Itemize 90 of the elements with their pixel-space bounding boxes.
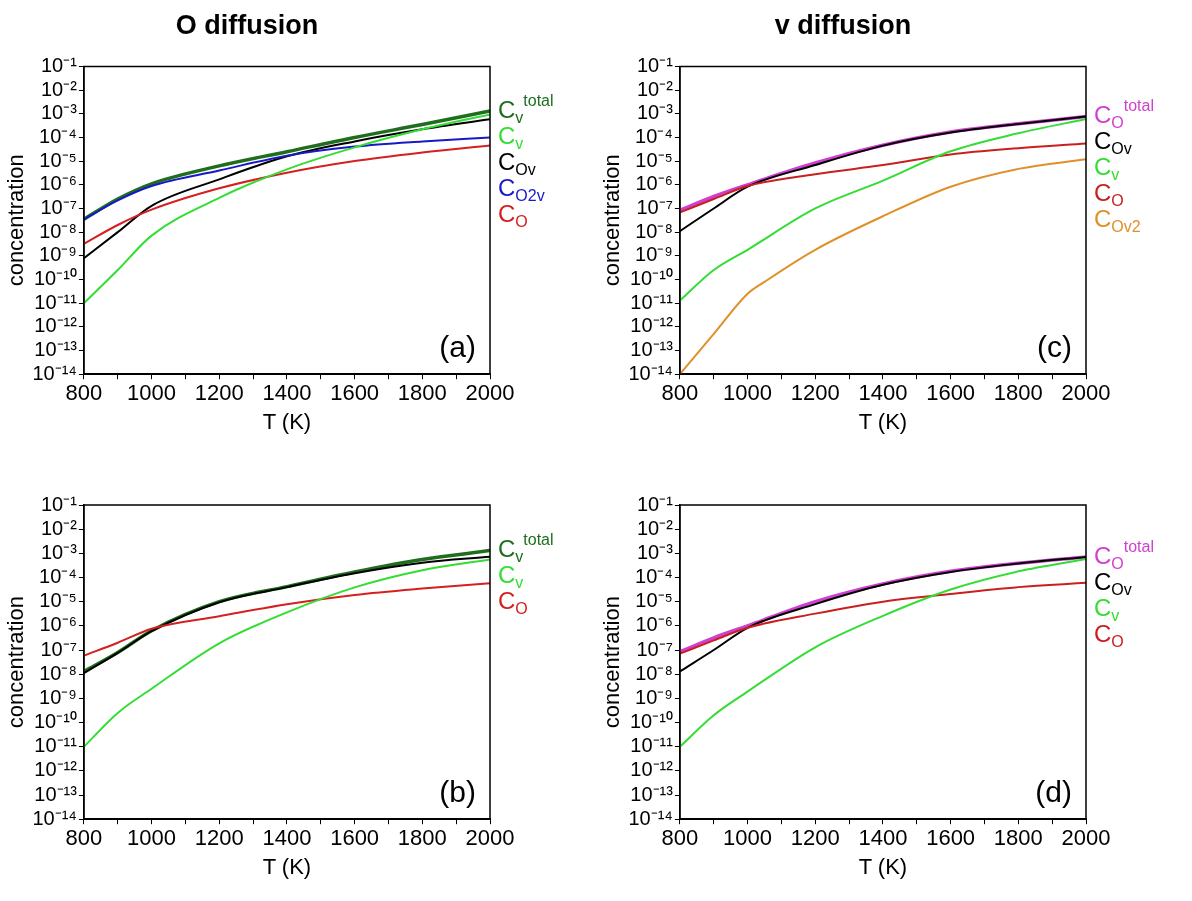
y-tick-label: 10⁻⁶	[39, 613, 77, 636]
y-tick-label: 10⁻³	[40, 101, 78, 124]
y-tick-label: 10⁻¹³	[630, 782, 674, 805]
y-tick-label: 10⁻⁴	[635, 124, 673, 147]
y-tick-label: 10⁻¹¹	[34, 290, 78, 313]
x-tick-label: 2000	[465, 380, 515, 406]
y-tick-label: 10⁻⁸	[39, 661, 77, 684]
x-tick-label: 1600	[926, 380, 976, 406]
y-tick-label: 10⁻⁸	[39, 219, 77, 242]
x-axis-title: T (K)	[858, 408, 908, 434]
y-tick-label: 10⁻³	[40, 540, 78, 563]
x-tick-label: 1800	[993, 380, 1043, 406]
y-tick-label: 10⁻⁴	[39, 565, 77, 588]
x-tick-label: 1000	[723, 825, 773, 851]
y-tick-label: 10⁻¹²	[34, 314, 78, 337]
x-tick-label: 1000	[723, 380, 773, 406]
y-tick-label: 10⁻³	[636, 540, 674, 563]
y-axis-title: concentration	[3, 596, 29, 729]
y-tick-label: 10⁻¹⁰	[33, 267, 77, 290]
x-tick-label: 1400	[858, 380, 908, 406]
y-tick-label: 10⁻⁵	[635, 148, 673, 171]
x-tick-label: 1200	[790, 380, 840, 406]
y-axis-title: concentration	[599, 596, 625, 729]
x-tick-label: 2000	[465, 825, 515, 851]
x-tick-label: 1400	[262, 825, 312, 851]
annotation: (a)	[439, 330, 476, 364]
y-tick-label: 10⁻⁶	[635, 613, 673, 636]
y-tick-label: 10⁻⁸	[635, 219, 673, 242]
y-tick-label: 10⁻¹²	[630, 314, 674, 337]
x-tick-label: 1800	[397, 825, 447, 851]
x-axis-title: T (K)	[262, 408, 312, 434]
y-tick-label: 10⁻⁵	[39, 148, 77, 171]
x-tick-label: 1200	[194, 825, 244, 851]
y-tick-label: 10⁻¹⁰	[629, 267, 673, 290]
y-tick-label: 10⁻¹¹	[34, 734, 78, 757]
y-tick-label: 10⁻³	[636, 101, 674, 124]
y-tick-label: 10⁻¹²	[34, 758, 78, 781]
y-axis-title: concentration	[599, 154, 625, 287]
y-tick-label: 10⁻⁵	[39, 589, 77, 612]
x-axis-title: T (K)	[858, 853, 908, 879]
y-tick-label: 10⁻¹²	[630, 758, 674, 781]
x-tick-label: 2000	[1061, 825, 1111, 851]
y-tick-label: 10⁻⁷	[636, 637, 673, 660]
y-tick-label: 10⁻¹	[40, 53, 78, 76]
y-tick-label: 10⁻⁴	[39, 124, 77, 147]
y-tick-label: 10⁻¹³	[34, 338, 78, 361]
x-tick-label: 1000	[127, 380, 177, 406]
y-tick-label: 10⁻¹¹	[630, 734, 674, 757]
y-tick-label: 10⁻¹¹	[630, 290, 674, 313]
y-tick-label: 10⁻⁶	[635, 172, 673, 195]
x-tick-label: 1800	[397, 380, 447, 406]
y-tick-label: 10⁻⁸	[635, 661, 673, 684]
x-tick-label: 2000	[1061, 380, 1111, 406]
annotation: (d)	[1035, 775, 1072, 809]
x-tick-label: 1000	[127, 825, 177, 851]
y-tick-label: 10⁻¹⁰	[629, 710, 673, 733]
y-tick-label: 10⁻⁷	[40, 637, 77, 660]
y-tick-label: 10⁻⁷	[636, 195, 673, 218]
chart-title: O diffusion	[175, 9, 319, 40]
y-tick-label: 10⁻¹⁰	[33, 710, 77, 733]
y-tick-label: 10⁻⁹	[635, 685, 673, 708]
y-tick-label: 10⁻⁷	[40, 195, 77, 218]
x-tick-label: 1800	[993, 825, 1043, 851]
y-tick-label: 10⁻²	[40, 77, 78, 100]
y-tick-label: 10⁻²	[636, 516, 674, 539]
y-tick-label: 10⁻⁹	[635, 243, 673, 266]
y-tick-label: 10⁻⁹	[39, 685, 77, 708]
annotation: (c)	[1037, 330, 1072, 364]
y-tick-label: 10⁻²	[40, 516, 78, 539]
y-tick-label: 10⁻⁹	[39, 243, 77, 266]
y-tick-label: 10⁻¹	[636, 492, 674, 515]
y-tick-label: 10⁻¹	[636, 53, 674, 76]
x-tick-label: 1600	[926, 825, 976, 851]
y-tick-label: 10⁻⁶	[39, 172, 77, 195]
y-tick-label: 10⁻¹	[40, 492, 78, 515]
x-tick-label: 1200	[790, 825, 840, 851]
chart-title: v diffusion	[774, 9, 912, 40]
y-tick-label: 10⁻²	[636, 77, 674, 100]
x-tick-label: 1400	[858, 825, 908, 851]
annotation: (b)	[439, 775, 476, 809]
y-tick-label: 10⁻⁵	[635, 589, 673, 612]
x-axis-title: T (K)	[262, 853, 312, 879]
y-tick-label: 10⁻¹³	[630, 338, 674, 361]
y-axis-title: concentration	[3, 154, 29, 287]
x-tick-label: 1400	[262, 380, 312, 406]
x-tick-label: 1600	[330, 380, 380, 406]
x-tick-label: 1600	[330, 825, 380, 851]
y-tick-label: 10⁻⁴	[635, 565, 673, 588]
y-tick-label: 10⁻¹³	[34, 782, 78, 805]
x-tick-label: 1200	[194, 380, 244, 406]
